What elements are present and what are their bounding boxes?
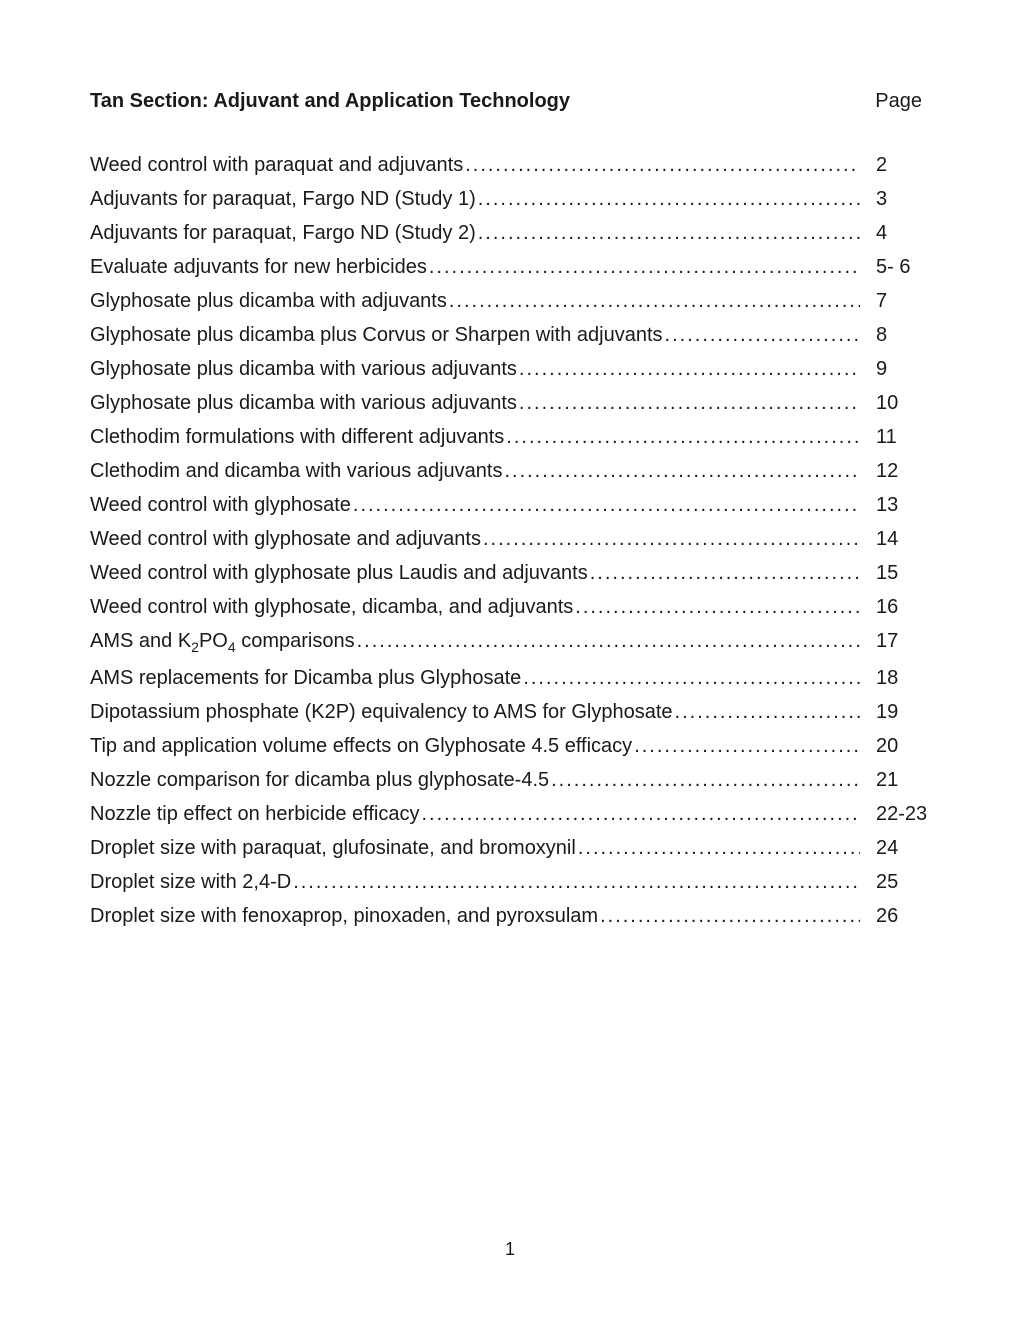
toc-entry-title: Nozzle comparison for dicamba plus glyph… bbox=[90, 770, 549, 790]
toc-entry-title: Droplet size with fenoxaprop, pinoxaden,… bbox=[90, 906, 598, 926]
toc-entry: Droplet size with 2,4-D 25 bbox=[90, 872, 930, 892]
toc-entry: Adjuvants for paraquat, Fargo ND (Study … bbox=[90, 189, 930, 209]
toc-entry-page: 16 bbox=[860, 597, 930, 617]
toc-leader bbox=[632, 736, 860, 756]
toc-leader bbox=[291, 872, 860, 892]
toc-entry-title: Nozzle tip effect on herbicide efficacy bbox=[90, 804, 419, 824]
toc-leader bbox=[355, 631, 860, 651]
toc-leader bbox=[576, 838, 860, 858]
page-number-footer: 1 bbox=[0, 1239, 1020, 1260]
toc-entry: Clethodim and dicamba with various adjuv… bbox=[90, 461, 930, 481]
toc-entry: AMS and K2PO4 comparisons 17 bbox=[90, 631, 930, 654]
toc-leader bbox=[419, 804, 860, 824]
toc-leader bbox=[447, 291, 860, 311]
toc-entry: Weed control with paraquat and adjuvants… bbox=[90, 155, 930, 175]
toc-leader bbox=[502, 461, 860, 481]
toc-entry-page: 21 bbox=[860, 770, 930, 790]
toc-leader bbox=[351, 495, 860, 515]
toc-entry: Weed control with glyphosate, dicamba, a… bbox=[90, 597, 930, 617]
toc-leader bbox=[549, 770, 860, 790]
toc-entry: Glyphosate plus dicamba plus Corvus or S… bbox=[90, 325, 930, 345]
toc-entry-page: 5- 6 bbox=[860, 257, 930, 277]
toc-entry-title: Weed control with glyphosate bbox=[90, 495, 351, 515]
toc-leader bbox=[517, 393, 860, 413]
toc-entry-page: 11 bbox=[860, 427, 930, 447]
toc-entry-title: Weed control with glyphosate and adjuvan… bbox=[90, 529, 481, 549]
toc-entry-title: Glyphosate plus dicamba with various adj… bbox=[90, 359, 517, 379]
toc-entry: Glyphosate plus dicamba with various adj… bbox=[90, 393, 930, 413]
toc-entry: Dipotassium phosphate (K2P) equivalency … bbox=[90, 702, 930, 722]
toc-entry: Clethodim formulations with different ad… bbox=[90, 427, 930, 447]
toc-entry: Weed control with glyphosate plus Laudis… bbox=[90, 563, 930, 583]
toc-entry: Droplet size with paraquat, glufosinate,… bbox=[90, 838, 930, 858]
toc-entry-page: 7 bbox=[860, 291, 930, 311]
toc-list: Weed control with paraquat and adjuvants… bbox=[90, 155, 930, 926]
toc-entry-page: 2 bbox=[860, 155, 930, 175]
toc-entry-page: 25 bbox=[860, 872, 930, 892]
toc-entry-page: 26 bbox=[860, 906, 930, 926]
toc-entry: AMS replacements for Dicamba plus Glypho… bbox=[90, 668, 930, 688]
header-row: Tan Section: Adjuvant and Application Te… bbox=[90, 90, 930, 113]
toc-entry-page: 9 bbox=[860, 359, 930, 379]
toc-leader bbox=[427, 257, 860, 277]
toc-entry-page: 20 bbox=[860, 736, 930, 756]
toc-entry-page: 4 bbox=[860, 223, 930, 243]
toc-leader bbox=[463, 155, 860, 175]
toc-leader bbox=[588, 563, 860, 583]
toc-entry-page: 14 bbox=[860, 529, 930, 549]
toc-leader bbox=[476, 223, 860, 243]
toc-leader bbox=[673, 702, 860, 722]
toc-entry-title: Weed control with paraquat and adjuvants bbox=[90, 155, 463, 175]
toc-entry-page: 17 bbox=[860, 631, 930, 651]
toc-entry-page: 18 bbox=[860, 668, 930, 688]
toc-entry-page: 19 bbox=[860, 702, 930, 722]
toc-entry-title: Glyphosate plus dicamba with various adj… bbox=[90, 393, 517, 413]
toc-entry: Nozzle tip effect on herbicide efficacy 2… bbox=[90, 804, 930, 824]
toc-entry: Weed control with glyphosate and adjuvan… bbox=[90, 529, 930, 549]
toc-leader bbox=[573, 597, 860, 617]
toc-entry-title: Evaluate adjuvants for new herbicides bbox=[90, 257, 427, 277]
toc-entry-title: Clethodim and dicamba with various adjuv… bbox=[90, 461, 502, 481]
toc-entry: Tip and application volume effects on Gl… bbox=[90, 736, 930, 756]
page-column-label: Page bbox=[875, 90, 922, 113]
toc-entry-page: 8 bbox=[860, 325, 930, 345]
toc-entry-title: Tip and application volume effects on Gl… bbox=[90, 736, 632, 756]
section-title: Tan Section: Adjuvant and Application Te… bbox=[90, 90, 570, 113]
toc-entry-page: 3 bbox=[860, 189, 930, 209]
toc-entry-page: 22-23 bbox=[860, 804, 930, 824]
toc-leader bbox=[521, 668, 860, 688]
toc-leader bbox=[481, 529, 860, 549]
toc-entry: Nozzle comparison for dicamba plus glyph… bbox=[90, 770, 930, 790]
toc-entry-page: 12 bbox=[860, 461, 930, 481]
toc-entry: Glyphosate plus dicamba with adjuvants 7 bbox=[90, 291, 930, 311]
toc-entry-page: 13 bbox=[860, 495, 930, 515]
toc-leader bbox=[598, 906, 860, 926]
toc-entry: Glyphosate plus dicamba with various adj… bbox=[90, 359, 930, 379]
toc-entry-page: 15 bbox=[860, 563, 930, 583]
toc-leader bbox=[663, 325, 860, 345]
toc-entry-title: Dipotassium phosphate (K2P) equivalency … bbox=[90, 702, 673, 722]
toc-entry-title: Adjuvants for paraquat, Fargo ND (Study … bbox=[90, 223, 476, 243]
toc-entry-title: AMS and K2PO4 comparisons bbox=[90, 631, 355, 654]
toc-entry-title: Droplet size with 2,4-D bbox=[90, 872, 291, 892]
toc-entry-title: Weed control with glyphosate plus Laudis… bbox=[90, 563, 588, 583]
toc-entry-title: AMS replacements for Dicamba plus Glypho… bbox=[90, 668, 521, 688]
toc-entry-title: Glyphosate plus dicamba plus Corvus or S… bbox=[90, 325, 663, 345]
toc-entry-page: 10 bbox=[860, 393, 930, 413]
toc-leader bbox=[476, 189, 860, 209]
toc-entry: Weed control with glyphosate 13 bbox=[90, 495, 930, 515]
toc-entry: Droplet size with fenoxaprop, pinoxaden,… bbox=[90, 906, 930, 926]
toc-leader bbox=[504, 427, 860, 447]
toc-entry: Evaluate adjuvants for new herbicides 5- … bbox=[90, 257, 930, 277]
toc-entry-title: Droplet size with paraquat, glufosinate,… bbox=[90, 838, 576, 858]
toc-entry-title: Glyphosate plus dicamba with adjuvants bbox=[90, 291, 447, 311]
toc-entry: Adjuvants for paraquat, Fargo ND (Study … bbox=[90, 223, 930, 243]
toc-entry-title: Clethodim formulations with different ad… bbox=[90, 427, 504, 447]
toc-leader bbox=[517, 359, 860, 379]
toc-entry-page: 24 bbox=[860, 838, 930, 858]
toc-entry-title: Adjuvants for paraquat, Fargo ND (Study … bbox=[90, 189, 476, 209]
toc-entry-title: Weed control with glyphosate, dicamba, a… bbox=[90, 597, 573, 617]
